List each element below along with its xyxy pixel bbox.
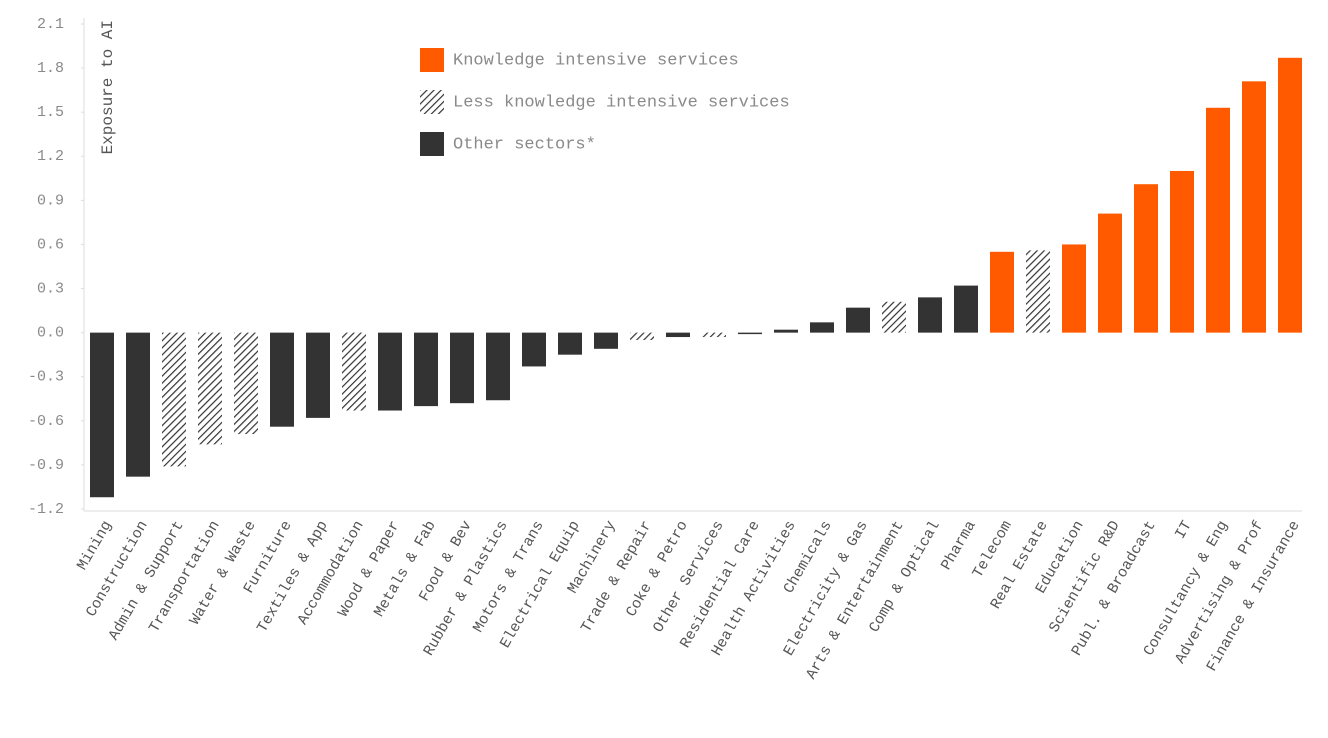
- y-tick-label: 0.3: [37, 281, 64, 298]
- bar: [990, 251, 1014, 333]
- bar: [594, 332, 618, 349]
- bar: [450, 332, 474, 404]
- bar: [1206, 107, 1230, 333]
- y-tick-label: 1.5: [37, 104, 64, 121]
- bar: [738, 332, 762, 335]
- bar: [414, 332, 438, 407]
- bar: [486, 332, 510, 401]
- bar: [1278, 57, 1302, 333]
- bar: [1062, 244, 1086, 333]
- y-tick-label: 0.9: [37, 192, 64, 209]
- bar: [666, 332, 690, 338]
- bar: [90, 332, 114, 498]
- bar: [126, 332, 150, 477]
- legend-label: Less knowledge intensive services: [453, 93, 790, 112]
- bar: [234, 332, 258, 435]
- y-tick-label: 2.1: [37, 16, 64, 33]
- legend-swatch: [420, 48, 444, 72]
- legend-swatch: [420, 90, 444, 114]
- y-axis-label: Exposure to AI: [99, 20, 117, 154]
- bar: [954, 285, 978, 333]
- bar: [846, 307, 870, 333]
- bar: [1098, 213, 1122, 333]
- legend-swatch: [420, 132, 444, 156]
- bar: [702, 332, 726, 338]
- bar: [810, 322, 834, 333]
- bar: [342, 332, 366, 411]
- y-tick-label: 0.6: [37, 236, 64, 253]
- bar: [918, 297, 942, 333]
- bar: [1242, 81, 1266, 333]
- bar: [882, 301, 906, 333]
- legend-label: Other sectors*: [453, 135, 596, 154]
- bar: [1026, 250, 1050, 333]
- bar: [558, 332, 582, 355]
- y-tick-label: -0.3: [28, 369, 64, 386]
- y-tick-label: 0.0: [37, 325, 64, 342]
- y-tick-label: -1.2: [28, 501, 64, 518]
- y-tick-label: 1.2: [37, 148, 64, 165]
- x-tick-label: IT: [1172, 518, 1196, 542]
- bar: [774, 329, 798, 333]
- y-tick-label: -0.9: [28, 457, 64, 474]
- bar: [1134, 184, 1158, 333]
- bar: [522, 332, 546, 367]
- bar: [270, 332, 294, 427]
- bar: [378, 332, 402, 411]
- legend-label: Knowledge intensive services: [453, 51, 739, 70]
- bar: [198, 332, 222, 445]
- y-tick-label: -0.6: [28, 413, 64, 430]
- bar: [306, 332, 330, 418]
- bar: [1170, 170, 1194, 333]
- bar: [162, 332, 186, 467]
- bar: [630, 332, 654, 340]
- y-tick-label: 1.8: [37, 60, 64, 77]
